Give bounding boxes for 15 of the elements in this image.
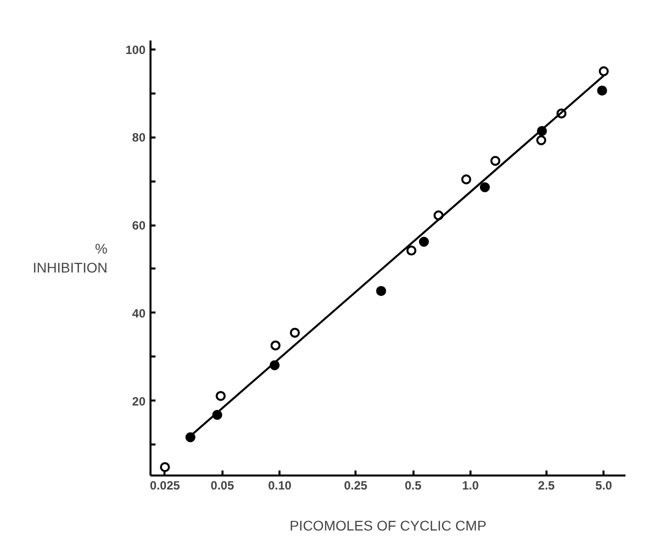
y-tick-label: 60 <box>132 218 146 233</box>
x-tick-label: 0.25 <box>344 478 368 492</box>
x-tick-label: 5.0 <box>595 478 612 492</box>
y-axis-title: % INHIBITION <box>32 240 108 276</box>
x-tick-label: 0.10 <box>268 478 292 492</box>
x-tick-label: 2.5 <box>538 478 556 492</box>
x-axis-title: PICOMOLES OF CYCLIC CMP <box>290 518 486 534</box>
y-tick-label: 20 <box>132 394 146 408</box>
x-tick-label: 0.025 <box>150 478 180 492</box>
x-tick-label: 1.0 <box>462 478 480 492</box>
x-tick-label: 0.5 <box>404 478 422 492</box>
x-tick-label: 0.05 <box>210 478 234 492</box>
y-tick-label: 100 <box>125 42 146 57</box>
y-tick-label: 40 <box>132 306 146 320</box>
y-tick-label: 80 <box>132 130 146 145</box>
